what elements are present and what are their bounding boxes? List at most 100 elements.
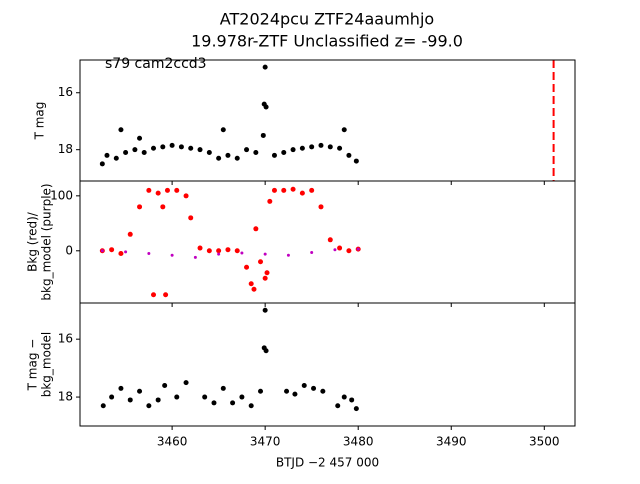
- data-point: [335, 403, 341, 409]
- data-point: [100, 403, 106, 409]
- data-point: [100, 249, 104, 253]
- data-point: [271, 152, 277, 158]
- y-tick-label: 18: [58, 390, 73, 404]
- data-point: [260, 132, 266, 138]
- y-tick-label: 0: [65, 243, 73, 257]
- y-axis-label: T mag: [33, 102, 47, 141]
- data-point: [284, 388, 290, 394]
- data-point: [337, 145, 343, 151]
- data-point: [248, 281, 254, 287]
- data-point: [146, 187, 152, 193]
- x-tick-label: 3480: [343, 435, 374, 449]
- data-point: [264, 270, 270, 276]
- y-axis-label: bkg_model (purple): [40, 183, 54, 300]
- data-point: [169, 142, 175, 148]
- data-point: [320, 388, 326, 394]
- data-point: [244, 264, 250, 270]
- x-tick-label: 3460: [157, 435, 188, 449]
- x-tick-label: 3490: [436, 435, 467, 449]
- data-point: [151, 145, 157, 151]
- data-point: [281, 150, 287, 156]
- data-point: [346, 152, 352, 158]
- data-point: [151, 292, 157, 298]
- data-point: [174, 187, 180, 193]
- x-tick-label: 3500: [529, 435, 560, 449]
- data-point: [202, 394, 208, 400]
- y-tick-label: 16: [58, 85, 73, 99]
- data-point: [263, 252, 267, 256]
- data-point: [318, 142, 324, 148]
- data-point: [178, 144, 184, 150]
- data-point: [262, 275, 268, 281]
- data-point: [230, 400, 236, 406]
- data-point: [337, 245, 343, 251]
- data-point: [174, 394, 180, 400]
- data-point: [292, 391, 298, 397]
- y-axis-label: bkg_model: [40, 332, 54, 398]
- data-point: [206, 248, 212, 254]
- data-point: [234, 155, 240, 161]
- data-point: [281, 187, 287, 193]
- data-point: [197, 147, 203, 153]
- data-point: [124, 250, 128, 254]
- chart-subtitle: 19.978r-ZTF Unclassified z= -99.0: [191, 32, 463, 51]
- y-axis-label: T mag −: [26, 339, 40, 392]
- data-point: [301, 382, 307, 388]
- data-point: [309, 187, 315, 193]
- data-point: [147, 252, 151, 256]
- data-point: [127, 231, 133, 237]
- data-point: [333, 248, 337, 252]
- data-point: [183, 193, 189, 199]
- data-point: [299, 190, 305, 196]
- data-point: [299, 145, 305, 151]
- x-axis-label: BTJD −2 457 000: [276, 456, 379, 470]
- data-point: [197, 245, 203, 251]
- data-point: [240, 251, 244, 255]
- data-point: [258, 388, 264, 394]
- axes-frame: [79, 180, 576, 304]
- data-point: [290, 147, 296, 153]
- data-point: [155, 190, 161, 196]
- data-point: [356, 247, 360, 251]
- data-point: [353, 158, 359, 164]
- data-point: [123, 150, 129, 156]
- data-point: [353, 406, 359, 412]
- x-tick-label: 3470: [250, 435, 281, 449]
- data-point: [220, 385, 226, 391]
- data-point: [188, 145, 194, 151]
- data-point: [263, 348, 269, 354]
- data-point: [309, 144, 315, 150]
- data-point: [327, 237, 333, 243]
- data-point: [327, 144, 333, 150]
- data-point: [188, 215, 194, 221]
- data-point: [132, 147, 138, 153]
- data-point: [137, 388, 143, 394]
- data-point: [113, 155, 119, 161]
- data-point: [216, 155, 222, 161]
- data-point: [248, 403, 254, 409]
- annotation: s79 cam2ccd3: [105, 56, 207, 72]
- data-point: [253, 226, 259, 232]
- data-point: [310, 250, 314, 254]
- data-point: [118, 127, 124, 133]
- data-point: [286, 253, 290, 257]
- data-point: [160, 144, 166, 150]
- data-point: [217, 252, 221, 256]
- data-point: [155, 397, 161, 403]
- data-point: [341, 394, 347, 400]
- data-point: [146, 403, 152, 409]
- data-point: [220, 127, 226, 133]
- data-point: [104, 152, 110, 158]
- data-point: [271, 187, 277, 193]
- data-point: [258, 259, 264, 265]
- data-point: [137, 135, 143, 141]
- data-point: [109, 247, 115, 253]
- y-tick-label: 100: [50, 188, 73, 202]
- data-point: [311, 385, 317, 391]
- data-point: [239, 394, 245, 400]
- data-point: [109, 394, 115, 400]
- data-point: [349, 397, 355, 403]
- data-point: [253, 150, 259, 156]
